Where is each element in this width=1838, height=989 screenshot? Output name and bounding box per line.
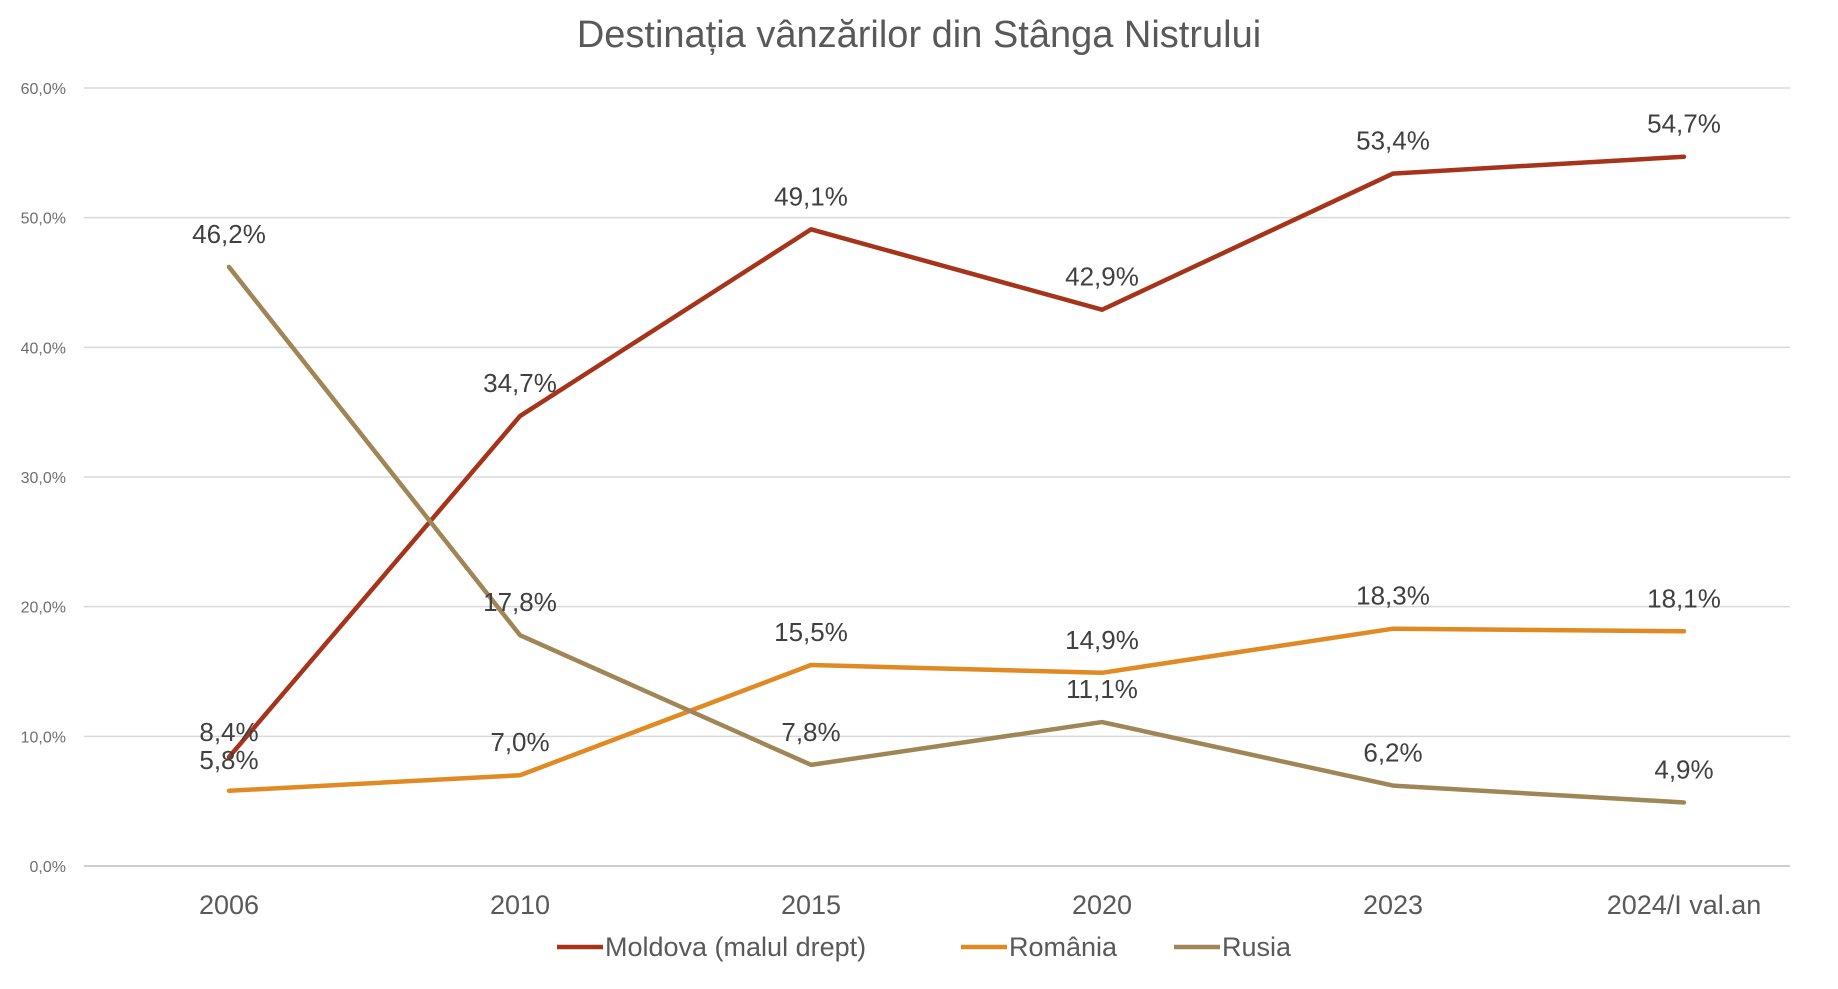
data-label: 49,1%	[774, 181, 848, 211]
data-label: 15,5%	[774, 617, 848, 647]
y-tick-label: 30,0%	[21, 470, 66, 487]
y-tick-label: 0,0%	[30, 859, 66, 876]
data-label: 46,2%	[192, 219, 266, 249]
data-label: 34,7%	[483, 368, 557, 398]
data-label: 6,2%	[1363, 738, 1422, 768]
x-tick-label: 2010	[490, 890, 550, 920]
legend: Moldova (malul drept) România Rusia	[557, 932, 1292, 962]
data-label: 7,8%	[781, 717, 840, 747]
y-tick-label: 10,0%	[21, 729, 66, 746]
gridlines	[84, 87, 1790, 867]
data-label: 18,3%	[1356, 581, 1430, 611]
x-tick-label: 2020	[1072, 890, 1132, 920]
data-label: 8,4%	[199, 717, 258, 747]
data-label: 11,1%	[1066, 674, 1138, 704]
y-tick-label: 60,0%	[21, 81, 66, 98]
series-line-2	[226, 264, 1687, 805]
y-axis-ticks: 0,0% 10,0% 20,0% 30,0% 40,0% 50,0% 60,0%	[21, 81, 66, 876]
legend-label: Rusia	[1222, 932, 1292, 962]
y-tick-label: 20,0%	[21, 600, 66, 617]
data-label: 7,0%	[490, 727, 549, 757]
data-label: 17,8%	[483, 587, 557, 617]
data-label: 54,7%	[1647, 109, 1721, 139]
data-labels: 8,4% 34,7% 49,1% 42,9% 53,4% 54,7% 5,8% 7,0% 15,…	[192, 109, 1721, 785]
y-tick-label: 40,0%	[21, 340, 66, 357]
x-tick-label: 2015	[781, 890, 841, 920]
data-label: 5,8%	[199, 745, 258, 775]
series-line-0	[226, 154, 1687, 760]
legend-label: Moldova (malul drept)	[605, 932, 866, 962]
data-label: 53,4%	[1356, 126, 1430, 156]
x-tick-label: 2006	[199, 890, 259, 920]
legend-label: România	[1009, 932, 1118, 962]
x-tick-label: 2023	[1363, 890, 1423, 920]
x-tick-label: 2024/I val.an	[1607, 890, 1762, 920]
series-lines	[226, 154, 1687, 805]
y-tick-label: 50,0%	[21, 211, 66, 228]
data-label: 4,9%	[1654, 754, 1713, 784]
data-label: 18,1%	[1647, 583, 1721, 613]
x-axis-ticks: 2006 2010 2015 2020 2023 2024/I val.an	[199, 890, 1761, 920]
data-label: 14,9%	[1065, 625, 1139, 655]
chart-title: Destinația vânzărilor din Stânga Nistrul…	[576, 14, 1262, 56]
data-label: 42,9%	[1065, 262, 1139, 292]
series-line-1	[226, 626, 1687, 794]
